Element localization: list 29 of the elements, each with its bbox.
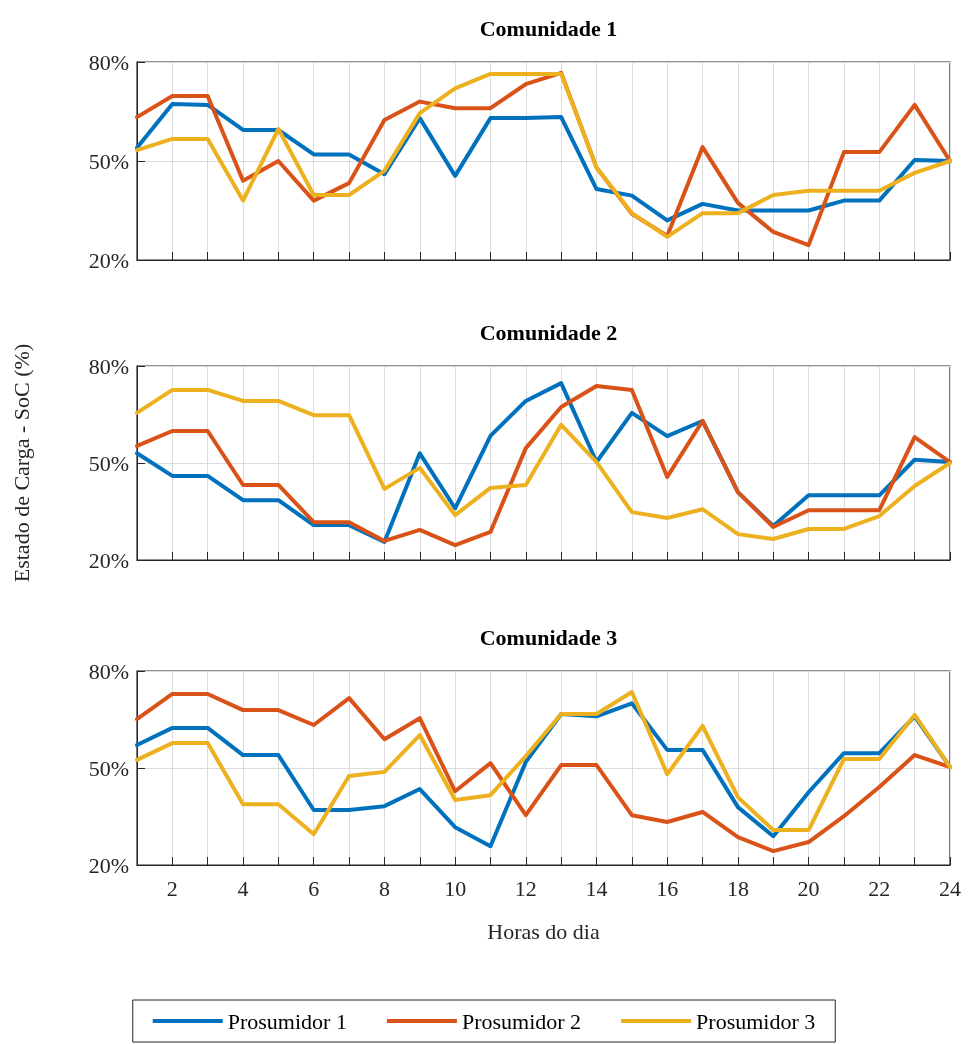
y-tick-label: 80%: [88, 49, 129, 75]
legend-label: Prosumidor 1: [227, 1008, 347, 1034]
y-tick-label: 50%: [88, 148, 129, 174]
x-tick-label: 22: [868, 875, 891, 901]
legend-label: Prosumidor 2: [461, 1008, 582, 1034]
x-tick-label: 18: [726, 875, 749, 901]
x-tick-label: 10: [444, 875, 467, 901]
y-tick-label: 20%: [88, 247, 129, 273]
y-tick-label: 50%: [88, 755, 129, 781]
y-tick-label: 20%: [88, 852, 129, 878]
chart-title: Comunidade 3: [479, 624, 618, 650]
y-tick-label: 20%: [88, 547, 129, 573]
chart-title: Comunidade 1: [479, 15, 618, 41]
x-tick-label: 6: [308, 875, 320, 901]
x-tick-label: 8: [378, 875, 390, 901]
y-tick-label: 50%: [88, 450, 129, 476]
y-axis-title: Estado de Carga - SoC (%): [8, 343, 34, 583]
x-axis-title: Horas do dia: [487, 918, 600, 944]
x-tick-label: 16: [656, 875, 679, 901]
x-tick-label: 24: [939, 875, 961, 901]
legend-label: Prosumidor 3: [696, 1008, 816, 1034]
x-tick-label: 12: [514, 875, 537, 901]
x-tick-label: 2: [166, 875, 178, 901]
chart-title: Comunidade 2: [479, 319, 618, 345]
x-tick-label: 20: [797, 875, 820, 901]
x-tick-label: 14: [585, 875, 608, 901]
y-tick-label: 80%: [88, 658, 129, 684]
y-tick-label: 80%: [88, 353, 129, 379]
x-tick-label: 4: [237, 875, 249, 901]
